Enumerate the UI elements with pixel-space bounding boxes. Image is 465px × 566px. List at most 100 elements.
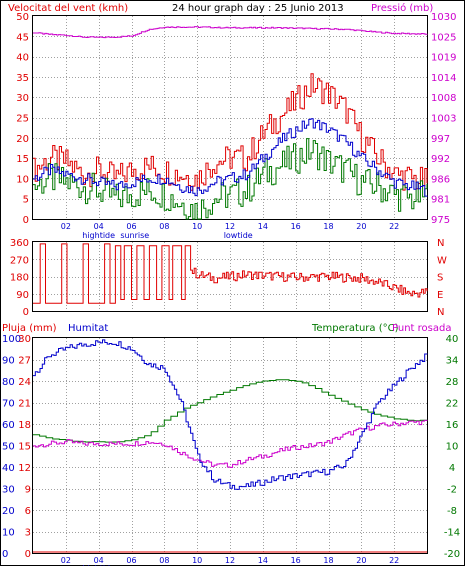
humidity-line [33,339,428,490]
temperature-y-tick: -20 [444,549,460,560]
humidity-y-tick: 10 [2,528,15,539]
pressure-y-tick: 1014 [431,73,456,84]
humidity-x-tick: 12 [225,556,235,565]
rain-y-tick: 12 [18,463,31,474]
wind-x-tick: 14 [258,222,268,231]
wind-x-tick: 02 [61,222,71,231]
pressure-y-tick: 986 [431,174,450,185]
direction-y-tick: 90 [16,290,29,301]
hightide-label: hightide [82,231,115,240]
humidity-y-tick: 90 [2,356,15,367]
wind-y-tick: 20 [16,134,29,145]
wind-y-tick: 25 [16,114,29,125]
rain-y-tick: 21 [18,399,31,410]
min-wind-line [33,138,428,220]
pressure-y-tick: 1019 [431,53,456,64]
rain-y-tick: 0 [25,549,31,560]
humidity-x-tick: 18 [323,556,333,565]
wind-y-tick: 45 [16,32,29,43]
humidity-y-tick: 40 [2,463,15,474]
rain-y-tick: 18 [18,420,31,431]
wind-panel-frame [32,15,428,220]
pressure-y-tick: 997 [431,134,450,145]
pressure-y-tick: 992 [431,154,450,165]
wind-x-tick: 08 [159,222,169,231]
pluja-label: Pluja (mm) [2,323,57,334]
sunrise-label: sunrise [120,231,149,240]
temperature-y-tick: 40 [446,334,459,345]
temperature-y-tick: -14 [444,528,460,539]
pressure-y-tick: 1030 [431,12,456,23]
wind-x-tick: 04 [94,222,104,231]
wind-y-tick: 30 [16,93,29,104]
humidity-y-tick: 30 [2,485,15,496]
humidity-x-tick: 16 [291,556,301,565]
humidity-x-tick: 10 [192,556,202,565]
rain-y-tick: 15 [18,442,31,453]
temperature-y-tick: 34 [446,356,459,367]
pressure-y-tick: 975 [431,215,450,226]
hightide-label: hightide [82,564,115,566]
wind-y-tick: 0 [23,215,29,226]
punt-rosada-label: Punt rosada [392,323,451,334]
temperatura-label: Temperatura (°C) [311,323,399,334]
humidity-x-tick: 14 [258,556,268,565]
dew-point-line [33,419,428,468]
wind-y-tick: 15 [16,154,29,165]
wind-x-tick: 06 [126,222,136,231]
compass-tick: N [437,307,444,318]
left-title: Velocitat del vent (kmh) [8,3,128,14]
direction-y-tick: 360 [10,238,29,249]
wind-x-tick: 10 [192,222,202,231]
compass-tick: W [437,255,447,266]
wind-x-tick: 22 [389,222,399,231]
direction-y-tick: 180 [10,273,29,284]
direction-y-tick: 0 [23,307,29,318]
rain-y-tick: 24 [18,377,31,388]
rain-y-tick: 30 [18,334,31,345]
gust-line [33,73,428,191]
temperature-y-tick: 4 [449,463,455,474]
humidity-y-tick: 70 [2,399,15,410]
wind-x-tick: 16 [291,222,301,231]
wind-x-tick: 12 [225,222,235,231]
center-title: 24 hour graph day : 25 Junio 2013 [172,3,344,14]
temperature-y-tick: 16 [446,420,459,431]
humidity-x-tick: 08 [159,556,169,565]
temperature-y-tick: 28 [446,377,459,388]
pressure-y-tick: 1025 [431,32,456,43]
direction-line [33,243,428,304]
rain-y-tick: 27 [18,356,31,367]
humidity-x-tick: 22 [389,556,399,565]
humidity-y-tick: 50 [2,442,15,453]
temperature-y-tick: 22 [446,399,459,410]
wind-y-tick: 35 [16,73,29,84]
wind-y-tick: 50 [16,12,29,23]
compass-tick: N [437,238,444,249]
humidity-x-tick: 04 [94,556,104,565]
rain-y-tick: 3 [25,528,31,539]
humidity-y-tick: 20 [2,506,15,517]
humidity-x-tick: 06 [126,556,136,565]
wind-y-tick: 40 [16,53,29,64]
direction-y-tick: 270 [10,255,29,266]
wind-x-tick: 20 [356,222,366,231]
lowtide-label: lowtide [224,231,253,240]
temperature-y-tick: 10 [446,442,459,453]
temperature-line [33,379,428,443]
humidity-y-tick: 100 [2,334,21,345]
humidity-panel-frame [32,337,428,554]
wind-y-tick: 5 [23,195,29,206]
humidity-x-tick: 20 [356,556,366,565]
pressure-y-tick: 1003 [431,114,456,125]
axis-labels-layer: 5045403530252015105010301025101910141008… [2,12,460,566]
wind-y-tick: 10 [16,174,29,185]
compass-tick: E [437,290,443,301]
humidity-y-tick: 80 [2,377,15,388]
series-layer [33,26,428,553]
humidity-y-tick: 60 [2,420,15,431]
direction-panel-frame [32,241,428,312]
rain-y-tick: 6 [25,506,31,517]
